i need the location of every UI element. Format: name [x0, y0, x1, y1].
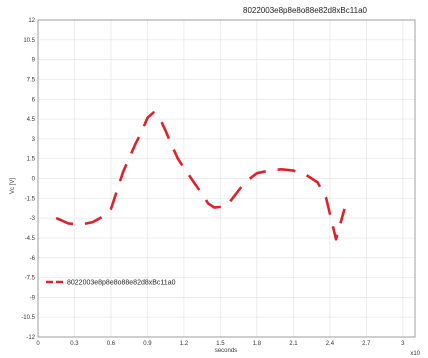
y-tick-label: 1.5	[27, 157, 36, 163]
x-axis-label: seconds	[215, 348, 237, 354]
y-tick-label: 6	[32, 97, 36, 103]
x-tick-label: 2.7	[362, 341, 371, 347]
x-axis-exponent-label: x10	[410, 351, 420, 357]
y-tick-label: -12	[26, 335, 35, 341]
y-tick-label: 10.5	[23, 38, 35, 44]
x-tick-label: 2.1	[289, 341, 298, 347]
y-axis-label: Vc [V]	[10, 178, 16, 194]
series-layer	[55, 111, 346, 241]
chart-grid	[37, 19, 415, 338]
y-tick-label: 3	[32, 137, 36, 143]
y-axis-ticks: 12 10.5 9 7.5 6 4.5 3 1.5 0 -1.5 -3 -4.5 -6 -7.5 -9 -10…	[21, 18, 35, 341]
y-tick-label: -4.5	[25, 236, 36, 242]
y-tick-label: -6	[30, 256, 36, 262]
chart-title: 8022003e8p8e8o88e82d8xBc11a0	[243, 6, 368, 15]
y-tick-label: 0	[32, 177, 36, 183]
x-tick-label: 0	[36, 341, 40, 347]
y-tick-label: -10.5	[21, 315, 35, 321]
x-axis-ticks: 0 0.3 0.6 0.9 1.2 1.5 1.8 2.1 2.4 2.7 3	[36, 341, 405, 347]
x-tick-label: 0.6	[107, 341, 116, 347]
x-tick-label: 3	[401, 341, 405, 347]
y-tick-label: -3	[30, 216, 36, 222]
y-tick-label: 12	[28, 18, 35, 24]
x-tick-label: 0.3	[70, 341, 79, 347]
x-tick-label: 2.4	[326, 341, 335, 347]
y-tick-label: 9	[32, 58, 36, 64]
y-tick-label: -9	[30, 295, 36, 301]
legend: 8022003e8p8e8o88e82d8xBc11a0	[46, 280, 176, 287]
x-tick-label: 1.5	[216, 341, 225, 347]
x-tick-label: 1.2	[180, 341, 189, 347]
y-tick-label: -7.5	[25, 276, 36, 282]
legend-entry-label: 8022003e8p8e8o88e82d8xBc11a0	[67, 280, 176, 287]
y-tick-label: 7.5	[27, 77, 36, 83]
y-tick-label: -1.5	[25, 196, 36, 202]
series-line	[55, 111, 346, 241]
x-tick-label: 0.9	[143, 341, 152, 347]
y-tick-label: 4.5	[27, 117, 36, 123]
plot-area	[37, 19, 416, 338]
x-tick-label: 1.8	[253, 341, 262, 347]
